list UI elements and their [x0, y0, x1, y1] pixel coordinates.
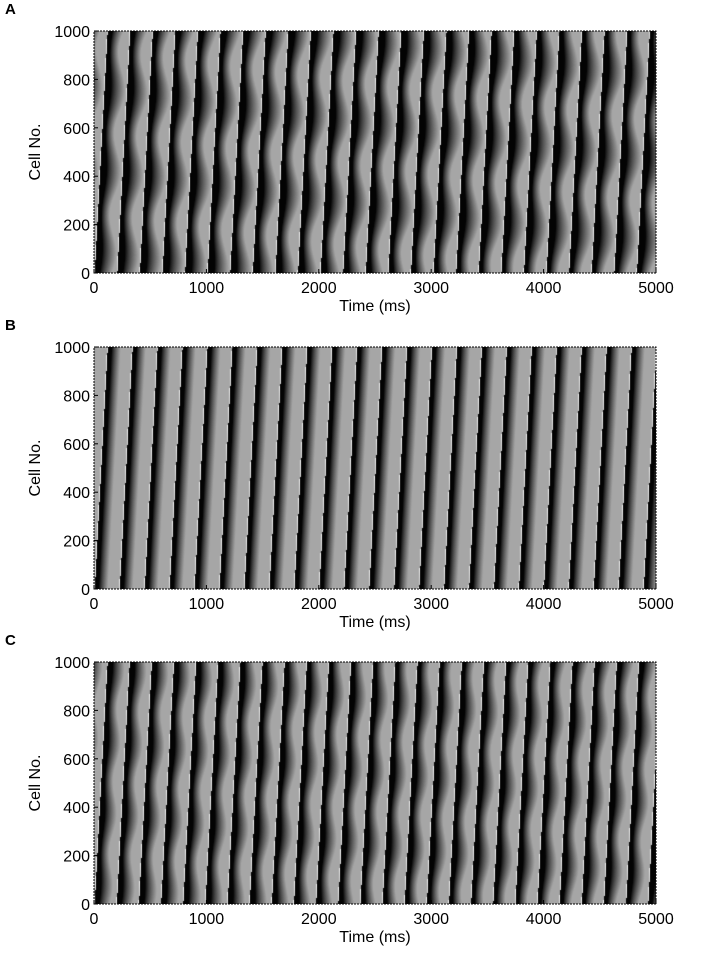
y-axis-label: Cell No.	[27, 440, 44, 497]
x-tick-label: 2000	[301, 911, 337, 928]
y-axis-label: Cell No.	[27, 755, 44, 812]
x-tick-label: 2000	[301, 280, 337, 297]
x-tick-label: 5000	[638, 911, 674, 928]
x-axis-label: Time (ms)	[339, 298, 410, 315]
x-tick-label: 1000	[189, 280, 225, 297]
x-axis-label: Time (ms)	[339, 614, 410, 631]
plot-frame	[93, 30, 657, 274]
x-tick-label: 4000	[526, 280, 562, 297]
y-tick-label: 600	[63, 752, 90, 769]
x-axis-label: Time (ms)	[339, 929, 410, 946]
panel-label: B	[5, 317, 16, 334]
y-tick-label: 200	[63, 534, 90, 551]
y-tick-label: 200	[63, 849, 90, 866]
x-tick-label: 4000	[526, 596, 562, 613]
y-tick-label: 0	[81, 897, 90, 914]
y-tick-label: 800	[63, 72, 90, 89]
x-tick-label: 5000	[638, 596, 674, 613]
y-tick-label: 1000	[54, 24, 90, 41]
x-tick-label: 3000	[413, 911, 449, 928]
x-tick-label: 1000	[189, 911, 225, 928]
y-tick-label: 400	[63, 800, 90, 817]
plot-frame	[93, 346, 657, 590]
y-tick-label: 1000	[54, 655, 90, 672]
x-tick-label: 5000	[638, 280, 674, 297]
x-tick-label: 2000	[301, 596, 337, 613]
x-tick-label: 1000	[189, 596, 225, 613]
y-tick-label: 800	[63, 703, 90, 720]
x-tick-label: 3000	[413, 280, 449, 297]
y-tick-label: 200	[63, 218, 90, 235]
y-tick-label: 1000	[54, 340, 90, 357]
plot-frame	[93, 661, 657, 905]
panel-a: A 0 1000 2000 3000 4000 5000 0 200 400 600 800 1000 T…	[5, 1, 674, 315]
x-tick-label: 0	[90, 596, 99, 613]
x-tick-label: 4000	[526, 911, 562, 928]
y-tick-label: 400	[63, 485, 90, 502]
y-axis-label: Cell No.	[27, 124, 44, 181]
y-tick-label: 600	[63, 121, 90, 138]
heatmap-image	[94, 662, 656, 904]
y-tick-label: 600	[63, 437, 90, 454]
panel-label: C	[5, 632, 16, 649]
panel-c: C 0 1000 2000 3000 4000 5000 0 200 400 600 800 1000 T…	[5, 632, 674, 946]
y-tick-label: 0	[81, 266, 90, 283]
y-tick-label: 0	[81, 582, 90, 599]
heatmap-image	[94, 31, 656, 273]
panel-b: B 0 1000 2000 3000 4000 5000 0 200 400 600 800 1000 T…	[5, 317, 674, 631]
x-tick-label: 0	[90, 911, 99, 928]
y-tick-label: 800	[63, 388, 90, 405]
panel-label: A	[5, 1, 16, 18]
x-tick-label: 3000	[413, 596, 449, 613]
y-tick-label: 400	[63, 169, 90, 186]
x-tick-label: 0	[90, 280, 99, 297]
heatmap-image	[94, 347, 656, 589]
